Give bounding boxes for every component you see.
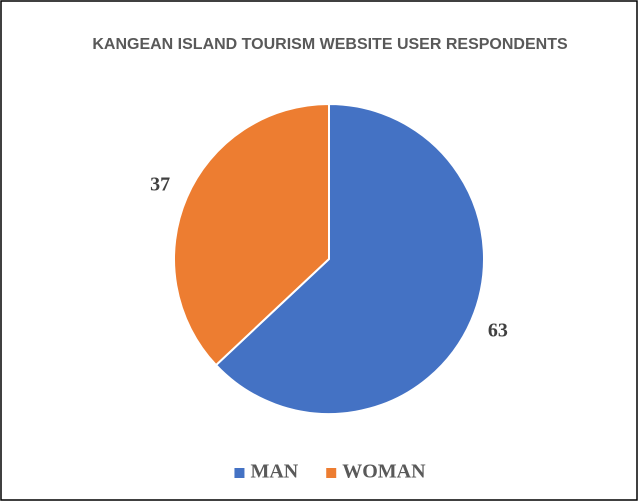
legend-label: WOMAN — [342, 461, 426, 483]
pie-slice — [173, 102, 330, 367]
legend-label: MAN — [250, 461, 298, 483]
legend-swatch — [326, 468, 337, 478]
legend-swatch — [234, 468, 245, 478]
data-label: 37 — [150, 174, 170, 196]
pie-slice — [214, 102, 485, 415]
data-label: 63 — [488, 320, 508, 342]
chart-title: KANGEAN ISLAND TOURISM WEBSITE USER RESP… — [92, 36, 568, 53]
